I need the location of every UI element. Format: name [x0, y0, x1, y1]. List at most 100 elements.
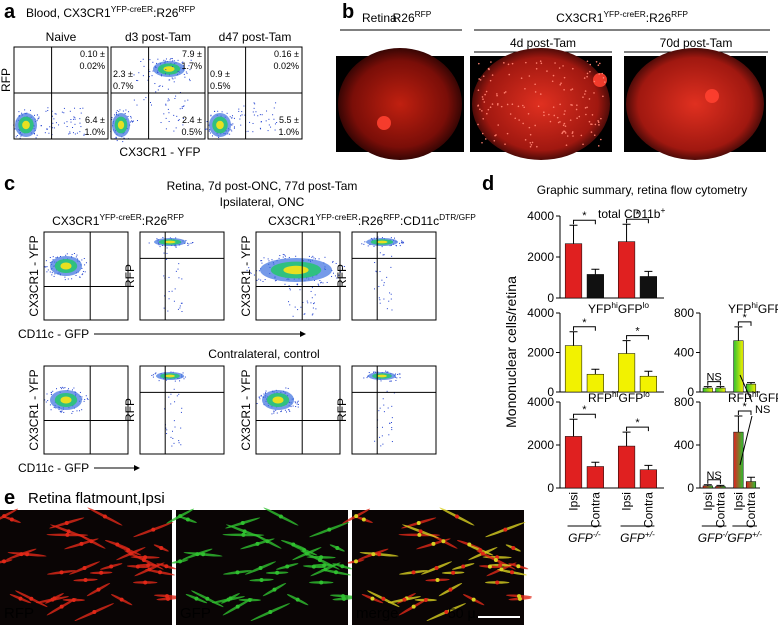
dot [260, 121, 262, 123]
dot [272, 114, 274, 116]
dot [55, 122, 57, 124]
dot [382, 443, 384, 445]
density [60, 396, 72, 404]
error-bar [622, 223, 631, 242]
dot [37, 118, 39, 120]
dot [24, 109, 26, 111]
dot [256, 403, 258, 405]
dot [184, 76, 186, 78]
error-bar [716, 484, 725, 487]
density [283, 265, 309, 275]
dot [173, 300, 175, 302]
dot [289, 410, 291, 412]
dot [61, 410, 63, 412]
dot [179, 307, 181, 309]
cell-body [480, 551, 485, 556]
density [376, 240, 388, 244]
dot [314, 294, 316, 296]
cell-body [354, 514, 359, 519]
dot [66, 253, 68, 255]
cell [508, 73, 511, 76]
cell-body [59, 604, 64, 609]
dot [377, 236, 379, 238]
dot [140, 60, 142, 62]
dot [85, 262, 87, 264]
cell [522, 122, 524, 125]
dot [75, 275, 77, 277]
dot [265, 390, 267, 392]
dot [182, 118, 184, 120]
dot [49, 271, 51, 273]
significance-label: * [635, 326, 640, 338]
cell [520, 77, 523, 79]
text-part: lo [643, 300, 650, 310]
cell [591, 123, 593, 126]
dot [163, 252, 165, 254]
dot [40, 125, 42, 127]
dot [282, 256, 284, 258]
dot [171, 60, 173, 62]
cell-body [272, 587, 277, 592]
dot [368, 372, 370, 374]
error-bar [703, 386, 712, 389]
cell [534, 83, 536, 86]
significance-bracket [626, 335, 649, 340]
cell-body [19, 552, 24, 557]
dot [390, 244, 392, 246]
panel-title: Graphic summary, retina flow cytometry [537, 183, 748, 197]
dot [390, 380, 392, 382]
text-part: Blood, CX3CR1 [26, 6, 111, 20]
dot [364, 241, 366, 243]
dot [174, 401, 176, 403]
dot [389, 380, 391, 382]
row-title: Ipsilateral, ONC [220, 195, 305, 209]
significance-bracket [707, 479, 721, 484]
cell-body [141, 557, 146, 562]
cell-body [448, 587, 453, 592]
dot [130, 120, 132, 122]
cell [481, 96, 484, 98]
density [216, 120, 224, 130]
cell [565, 144, 568, 146]
cell [487, 108, 490, 111]
dot [115, 136, 117, 138]
dot [258, 270, 260, 272]
dot [246, 269, 248, 271]
dot [53, 127, 55, 129]
panel-title: Retina, 7d post-ONC, 77d post-Tam [167, 179, 358, 193]
dot [231, 124, 233, 126]
dot [155, 91, 157, 93]
y-tick-label: 0 [687, 385, 694, 399]
dot [29, 109, 31, 111]
text-part: total CD11b [598, 207, 661, 221]
dot [163, 275, 165, 277]
cell-body [517, 594, 522, 599]
cell [589, 70, 591, 73]
dot [177, 70, 179, 72]
x-tick-label: Contra [744, 492, 758, 528]
error-bar [747, 476, 755, 482]
chart-title: YFPhiGFPlo [588, 300, 649, 316]
dot [275, 409, 277, 411]
bar [715, 387, 726, 393]
group-label: GFP+/- [620, 529, 655, 545]
dot [163, 59, 165, 61]
cell [600, 117, 602, 120]
dot [51, 272, 53, 274]
dot [175, 95, 177, 97]
cell [600, 138, 602, 141]
dot [379, 299, 381, 301]
group-label: GFP-/- [568, 529, 601, 545]
text-part: YFP-creER [99, 212, 141, 222]
dot [379, 436, 381, 438]
dot [74, 117, 76, 119]
y-axis-label: RFP [123, 264, 137, 288]
cell [491, 103, 494, 105]
cell [483, 101, 486, 103]
cell-body [71, 597, 76, 602]
dot [69, 132, 71, 134]
dot [49, 262, 51, 264]
cell [562, 65, 564, 67]
dot [231, 117, 233, 119]
x-tick-label: Contra [713, 492, 727, 528]
